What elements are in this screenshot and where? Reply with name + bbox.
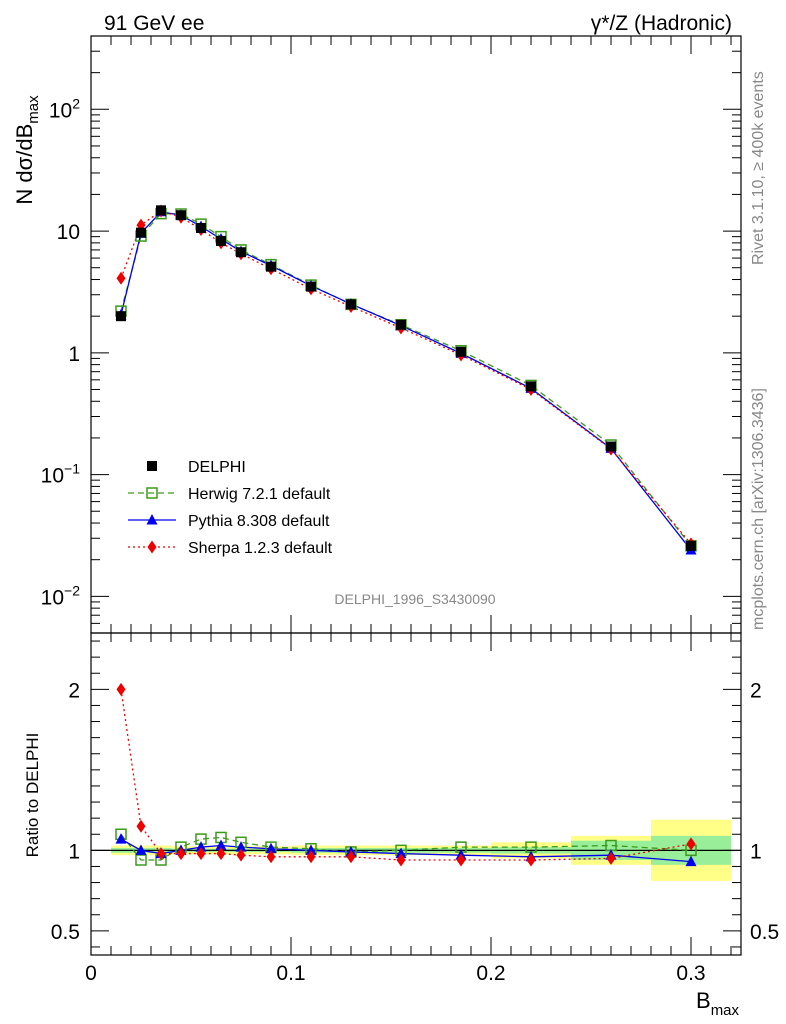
ratio-ytick-label-left-2: 2 (68, 679, 80, 702)
ratio-ytick-label-right-2: 2 (750, 679, 762, 702)
ratio-point-pythia (195, 841, 207, 852)
data-point-delphi (526, 381, 536, 392)
ratio-line-herwig (120, 833, 692, 861)
data-point-delphi (306, 281, 316, 292)
legend-label-delphi: DELPHI (188, 459, 246, 476)
ratio-point-sherpa (606, 851, 616, 865)
legend-marker-pythia (146, 514, 158, 525)
data-point-delphi (216, 235, 226, 246)
ratio-ytick-label-left-0: 0.5 (51, 921, 80, 944)
ratio-point-pythia (395, 847, 407, 859)
xtick-label-3: 0.3 (676, 962, 705, 985)
xtick-label-1: 0.1 (276, 962, 305, 985)
data-point-delphi (686, 540, 696, 551)
ratio-point-pythia (115, 833, 127, 844)
legend-label-pythia: Pythia 8.308 default (188, 513, 330, 530)
ratio-axis-ticks: 0.5 0.5 1 1 2 2 0 0.1 0.2 0.3 (51, 633, 779, 985)
ratio-ytick-label-right-0: 0.5 (750, 921, 779, 944)
data-point-delphi (456, 346, 466, 357)
mcplots-label: mcplots.cern.ch [arXiv:1306.3436] (750, 388, 767, 630)
ratio-ylabel: Ratio to DELPHI (23, 733, 42, 858)
ratio-point-sherpa (136, 819, 146, 833)
data-point-delphi (196, 222, 206, 233)
ratio-point-sherpa (526, 853, 536, 867)
data-point-delphi (606, 441, 616, 452)
ratio-point-sherpa (396, 853, 406, 867)
main-axis-ticks: 10−2 10−1 1 10 102 (41, 35, 741, 634)
legend-label-sherpa: Sherpa 1.2.3 default (188, 540, 333, 557)
main-ytick-label-2: 1 (68, 343, 80, 366)
data-point-delphi (116, 311, 126, 322)
xtick-label-0: 0 (85, 962, 97, 985)
process-label: γ*/Z (Hadronic) (591, 12, 732, 35)
ratio-point-herwig (135, 854, 147, 866)
ratio-point-sherpa (236, 848, 246, 862)
legend: DELPHI Herwig 7.2.1 default Pythia 8.308 d… (128, 459, 333, 557)
data-point-delphi (136, 227, 146, 238)
data-point-delphi (176, 210, 186, 221)
data-point-sherpa (116, 271, 126, 285)
ratio-point-sherpa (116, 682, 126, 696)
ratio-point-sherpa (456, 853, 466, 867)
legend-marker-delphi (147, 461, 157, 471)
ratio-point-sherpa (346, 850, 356, 864)
data-point-delphi (156, 205, 166, 216)
ratio-point-sherpa (306, 850, 316, 864)
ratio-point-pythia (235, 841, 247, 852)
analysis-watermark: DELPHI_1996_S3430090 (334, 591, 495, 607)
main-ytick-label-0: 10−2 (41, 582, 81, 609)
ratio-plot-frame (90, 632, 742, 956)
main-ylabel: N dσ/dBmax (12, 95, 42, 205)
ratio-point-sherpa (156, 847, 166, 861)
ratio-point-pythia (135, 844, 147, 855)
ratio-point-sherpa (686, 837, 696, 851)
data-point-delphi (396, 319, 406, 330)
main-ytick-label-1: 10−1 (41, 461, 81, 488)
data-point-delphi (266, 261, 276, 272)
ratio-point-pythia (265, 842, 277, 854)
x-axis-label: Bmax (696, 988, 740, 1019)
ratio-point-sherpa (266, 850, 276, 864)
main-ytick-label-3: 10 (57, 221, 80, 244)
ratio-point-pythia (685, 855, 697, 867)
legend-marker-sherpa (147, 540, 157, 554)
ratio-point-pythia (215, 839, 227, 851)
ratio-point-sherpa (196, 847, 206, 861)
data-point-delphi (236, 247, 246, 258)
xtick-label-2: 0.2 (476, 962, 505, 985)
data-point-delphi (346, 299, 356, 310)
legend-marker-herwig (146, 487, 158, 499)
ratio-point-pythia (305, 844, 317, 855)
legend-label-herwig: Herwig 7.2.1 default (188, 486, 331, 503)
ratio-point-sherpa (216, 847, 226, 861)
energy-label: 91 GeV ee (104, 12, 204, 35)
ratio-ytick-label-right-1: 1 (750, 840, 762, 863)
ratio-point-sherpa (176, 847, 186, 861)
ratio-ytick-label-left-1: 1 (68, 840, 80, 863)
rivet-label: Rivet 3.1.10, ≥ 400k events (750, 71, 767, 265)
main-ytick-label-4: 102 (49, 95, 80, 122)
